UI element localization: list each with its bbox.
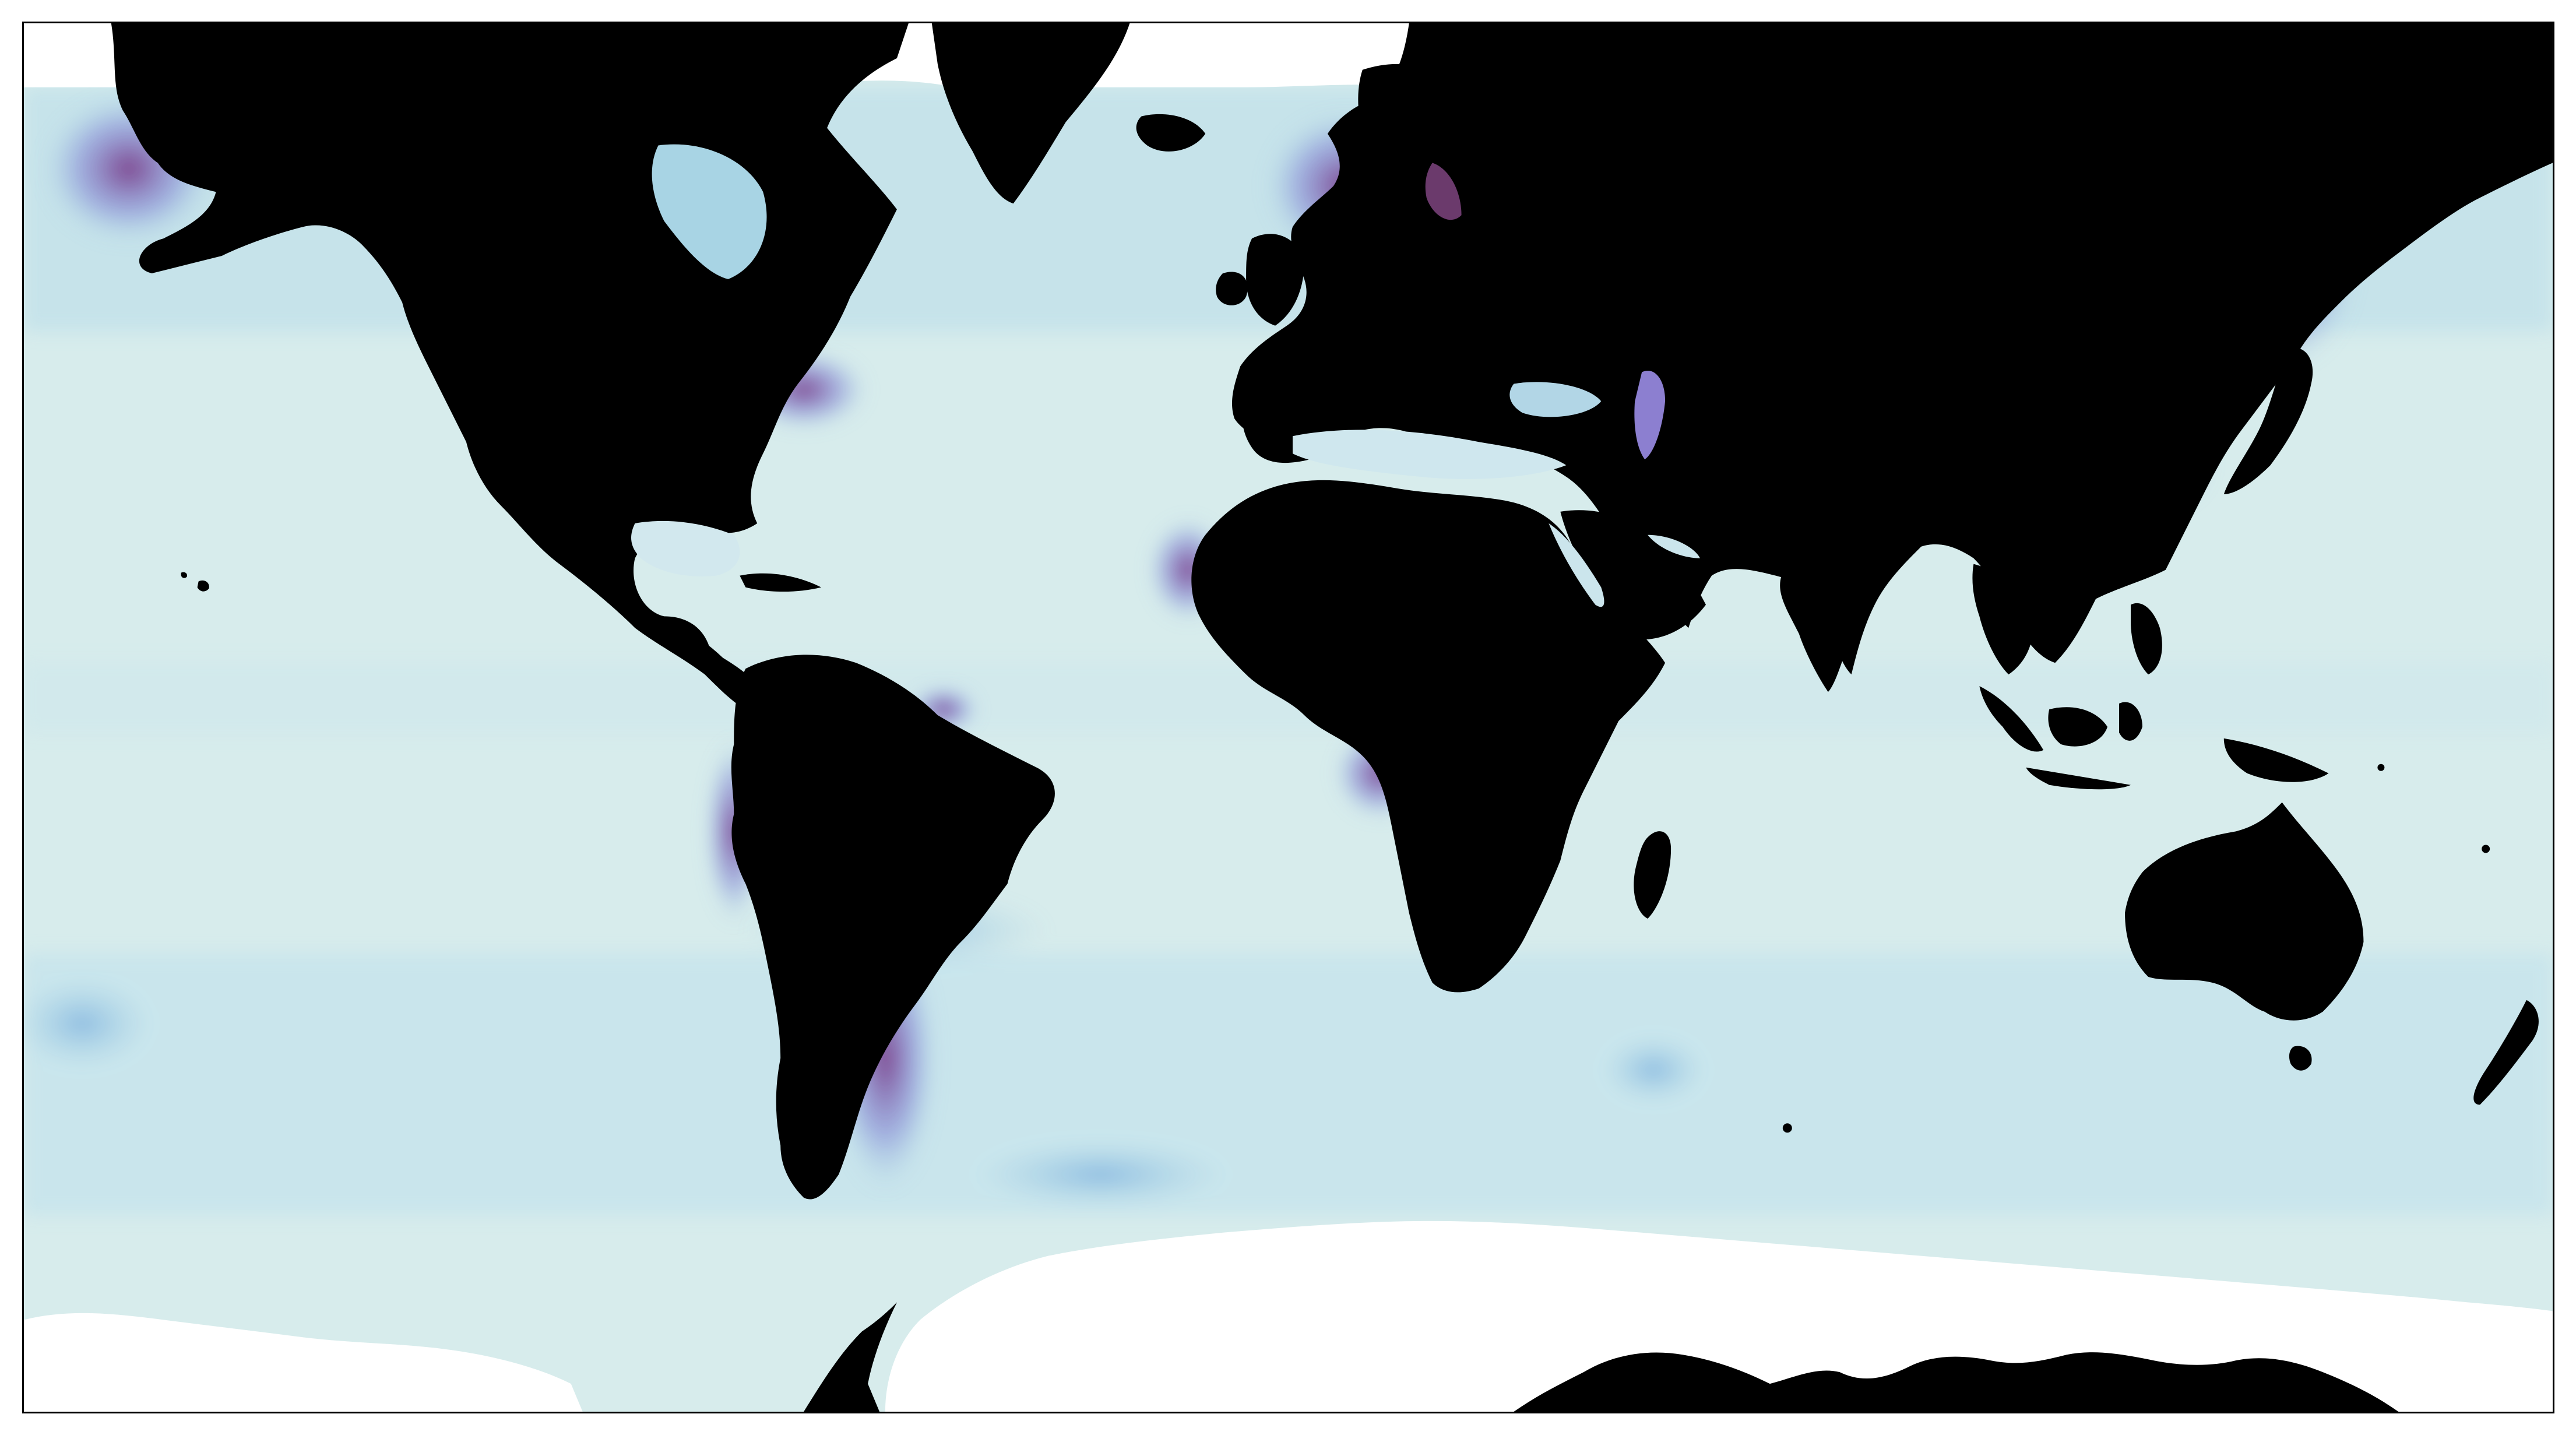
indochina — [1972, 564, 2033, 675]
cuba — [740, 573, 822, 592]
south-america — [731, 655, 1055, 1200]
greenland — [931, 23, 1130, 204]
iceland — [1136, 114, 1206, 152]
arabia — [1560, 510, 1706, 640]
africa — [1191, 480, 1666, 993]
antarctica-front — [804, 1302, 2399, 1412]
tasmania — [2289, 1046, 2312, 1071]
new-zealand — [2473, 1000, 2539, 1105]
central-america — [664, 616, 758, 716]
madagascar — [1634, 831, 1671, 919]
hawaii — [197, 580, 209, 592]
map-frame — [22, 22, 2554, 1413]
australia — [2125, 802, 2364, 1021]
indonesia — [1979, 686, 2329, 790]
hudson-bay — [652, 144, 767, 279]
eurasia — [1231, 23, 2553, 675]
india — [1780, 573, 1860, 692]
british-isles — [1246, 234, 1304, 326]
philippines — [2131, 603, 2162, 675]
enclosed-seas — [631, 163, 1701, 607]
world-map — [24, 23, 2553, 1412]
ireland — [1216, 272, 1248, 305]
taiwan — [2151, 546, 2167, 569]
japan — [2223, 347, 2313, 494]
scandinavia — [1358, 64, 1462, 195]
